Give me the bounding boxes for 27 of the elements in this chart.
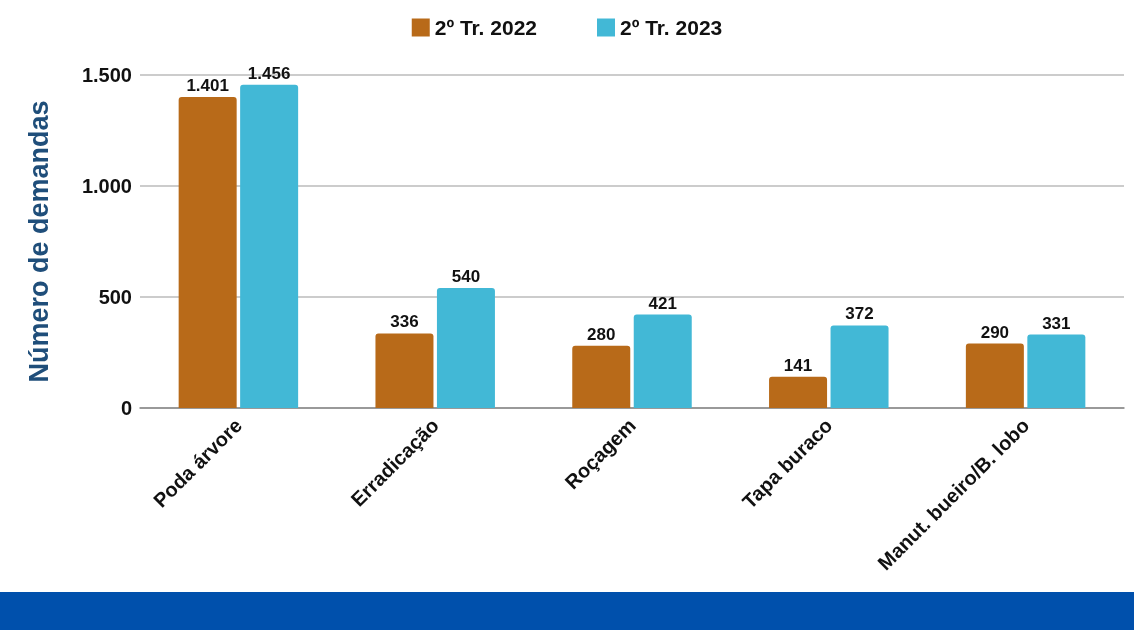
data-label: 280 <box>587 324 616 344</box>
data-label: 1.401 <box>186 75 229 95</box>
data-label: 1.456 <box>247 63 291 83</box>
y-axis-title: Número de demandas <box>23 100 54 383</box>
data-label: 336 <box>390 312 419 332</box>
bar <box>633 314 692 408</box>
bar <box>1027 334 1086 408</box>
data-label: 421 <box>648 293 677 313</box>
legend-label: 2º Tr. 2023 <box>620 16 723 39</box>
legend-label: 2º Tr. 2022 <box>434 16 538 39</box>
y-tick-label: 1.500 <box>81 64 132 86</box>
bar <box>769 376 828 408</box>
bar <box>240 84 299 408</box>
bar <box>965 343 1024 408</box>
y-tick-label: 0 <box>120 397 132 419</box>
bar <box>178 96 237 408</box>
data-label: 141 <box>783 355 813 375</box>
data-label: 290 <box>980 322 1010 342</box>
y-tick-label: 500 <box>98 286 132 308</box>
bar <box>436 288 495 408</box>
y-tick-label: 1.000 <box>81 175 132 197</box>
data-label: 331 <box>1042 313 1071 333</box>
bar <box>572 345 631 408</box>
data-label: 372 <box>845 304 874 324</box>
bar <box>830 325 889 408</box>
bar <box>375 333 434 408</box>
data-label: 540 <box>451 267 481 287</box>
